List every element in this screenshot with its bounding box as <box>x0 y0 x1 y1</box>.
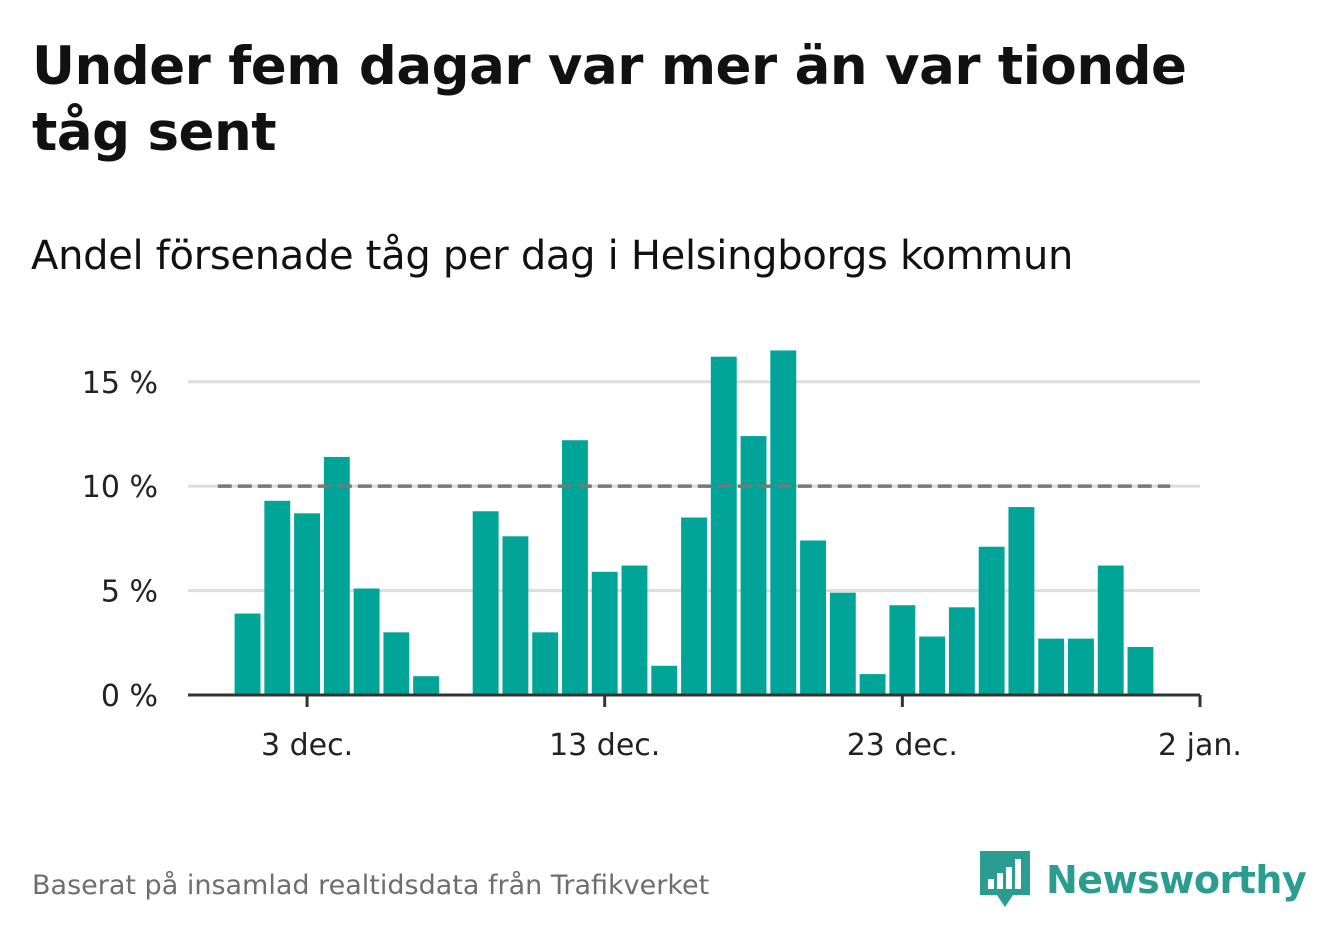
bar <box>948 607 975 695</box>
bar <box>1038 638 1065 695</box>
x-tick-label: 3 dec. <box>261 728 353 763</box>
bar <box>383 632 410 695</box>
bar-chart-speech-bubble-icon <box>980 851 1030 907</box>
chart-title: Under fem dagar var mer än var tionde tå… <box>32 36 1187 163</box>
x-tick-label: 23 dec. <box>847 728 958 763</box>
bar <box>353 588 380 695</box>
bar <box>1097 565 1124 695</box>
bar <box>710 356 737 695</box>
bar <box>681 517 707 695</box>
bar <box>1067 638 1094 695</box>
bar <box>740 436 767 695</box>
x-tick-label: 2 jan. <box>1158 728 1242 763</box>
bar <box>651 665 678 695</box>
bar <box>561 440 588 695</box>
bar <box>859 674 886 695</box>
bar <box>502 536 529 695</box>
x-tick-label: 13 dec. <box>549 728 660 763</box>
bar <box>829 592 856 695</box>
bar <box>323 456 350 695</box>
bar <box>591 571 618 695</box>
bar <box>978 546 1005 695</box>
bars <box>234 350 1154 695</box>
bar <box>919 636 946 695</box>
bar <box>1008 507 1035 695</box>
bar <box>234 613 261 695</box>
y-tick-label: 15 % <box>82 366 158 401</box>
y-tick-label: 0 % <box>101 679 158 714</box>
x-axis <box>188 693 1202 707</box>
y-tick-label: 5 % <box>101 575 158 610</box>
source-note: Baserat på insamlad realtidsdata från Tr… <box>32 870 710 901</box>
bar <box>1127 646 1154 695</box>
x-axis-labels: 3 dec. 13 dec. 23 dec. 2 jan. <box>261 728 1242 763</box>
bar <box>800 540 827 695</box>
bar <box>621 565 648 695</box>
brand-name: Newsworthy <box>1046 858 1307 902</box>
bar <box>532 632 559 695</box>
bar <box>472 511 499 695</box>
y-axis-labels: 0 % 5 % 10 % 15 % <box>82 366 158 714</box>
brand: Newsworthy <box>980 850 1307 910</box>
chart-subtitle: Andel försenade tåg per dag i Helsingbor… <box>31 233 1074 279</box>
bar <box>889 605 916 695</box>
y-tick-label: 10 % <box>82 470 158 505</box>
bar <box>413 676 440 695</box>
bar <box>770 350 797 695</box>
bar <box>294 513 321 695</box>
bar <box>264 500 291 695</box>
